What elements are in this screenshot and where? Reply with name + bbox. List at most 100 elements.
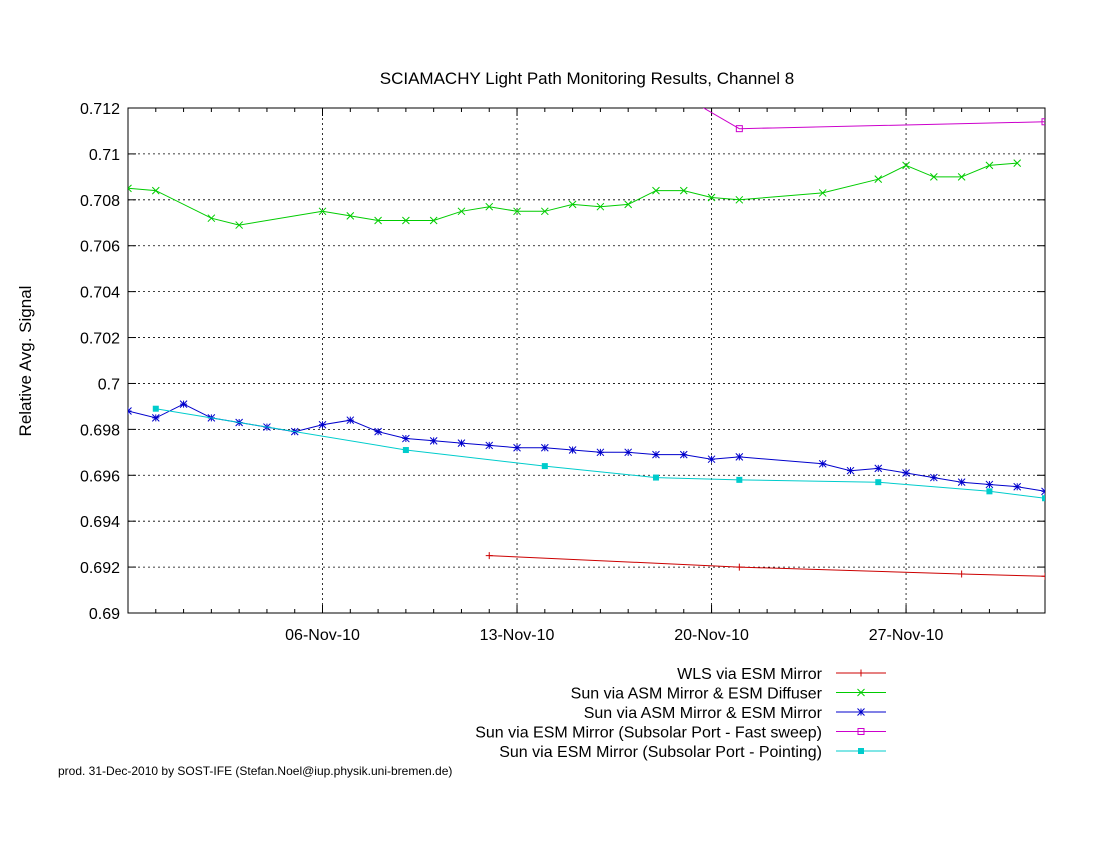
data-point [818, 459, 827, 468]
y-tick-label: 0.71 [89, 147, 120, 164]
data-point [402, 434, 410, 443]
data-point [985, 480, 994, 489]
data-point [957, 478, 966, 487]
series-1 [128, 159, 1022, 229]
data-point [986, 488, 993, 495]
legend-label: Sun via ESM Mirror (Subsolar Port - Poin… [499, 744, 822, 761]
data-point [318, 207, 327, 216]
y-axis: 0.69 0.692 0.694 0.696 0.698 0.7 0.702 0.704 0.7… [80, 101, 1045, 623]
y-tick-label: 0.7 [98, 376, 120, 393]
data-point [736, 476, 743, 483]
data-point [151, 414, 160, 422]
legend-label: WLS via ESM Mirror [677, 666, 823, 683]
data-point [457, 207, 466, 216]
series-0 [485, 552, 1045, 580]
data-point [929, 473, 938, 482]
data-point [735, 453, 744, 461]
legend-marker [857, 669, 865, 677]
legend: WLS via ESM Mirror Sun via ASM Mirror & E… [475, 666, 886, 761]
data-point [346, 416, 355, 425]
data-point [568, 200, 577, 209]
chart-title: SCIAMACHY Light Path Monitoring Results,… [380, 69, 795, 88]
data-point [985, 161, 994, 170]
grid [128, 108, 1045, 613]
data-point [596, 202, 605, 211]
x-tick-label: 20-Nov-10 [674, 627, 749, 644]
y-tick-label: 0.708 [80, 193, 120, 210]
legend-label: Sun via ASM Mirror & ESM Mirror [584, 705, 823, 722]
series-line [155, 408, 1045, 499]
data-point [485, 552, 493, 560]
legend-marker [858, 748, 864, 754]
data-point [151, 186, 160, 195]
data-point [402, 216, 410, 225]
plot-frame [127, 107, 1046, 614]
data-point [152, 405, 159, 412]
series-3 [681, 94, 1045, 133]
data-point [346, 212, 355, 220]
data-point [540, 443, 549, 452]
data-point [929, 173, 938, 181]
data-point [485, 202, 494, 211]
legend-marker [857, 728, 865, 735]
legend-label: Sun via ESM Mirror (Subsolar Port - Fast… [475, 725, 822, 742]
series-line [128, 403, 1045, 492]
data-point [818, 189, 827, 197]
data-point [374, 216, 382, 225]
data-point [540, 207, 549, 216]
data-point [707, 193, 716, 202]
data-point [874, 175, 883, 184]
data-point [958, 570, 966, 578]
x-axis: 06-Nov-10 13-Nov-10 20-Nov-10 27-Nov-10 [127, 108, 1046, 644]
data-point [513, 207, 521, 216]
data-point [902, 161, 910, 170]
x-tick-label: 27-Nov-10 [869, 627, 944, 644]
data-point [735, 563, 743, 571]
data-point [541, 463, 548, 470]
data-point [1013, 482, 1022, 491]
data-point [429, 436, 438, 445]
y-tick-label: 0.712 [80, 101, 120, 118]
data-point [875, 479, 882, 486]
data-point [735, 125, 743, 133]
data-point [1042, 495, 1045, 502]
data-point [707, 455, 716, 464]
data-point [429, 216, 438, 225]
data-point [652, 474, 659, 481]
series-line [702, 108, 1045, 130]
data-point [679, 186, 688, 195]
data-point [374, 427, 382, 436]
data-point [207, 214, 216, 223]
data-point [128, 184, 132, 193]
data-point [1041, 118, 1045, 126]
data-point [513, 443, 521, 452]
y-tick-label: 0.696 [80, 468, 120, 485]
data-point [318, 420, 327, 429]
x-tick-label: 06-Nov-10 [285, 627, 360, 644]
data-point [902, 469, 910, 477]
series-line [128, 162, 1018, 226]
data-point [874, 464, 883, 473]
data-point [846, 466, 855, 475]
legend-label: Sun via ASM Mirror & ESM Diffuser [571, 686, 823, 703]
data-point [1041, 487, 1045, 496]
legend-marker [857, 688, 865, 697]
series-layer [128, 94, 1045, 580]
y-tick-label: 0.694 [80, 514, 120, 531]
data-point [957, 173, 966, 181]
series-4 [152, 405, 1045, 502]
data-point [624, 200, 633, 209]
legend-marker [857, 708, 865, 716]
data-point [652, 186, 660, 195]
data-point [679, 450, 688, 459]
data-point [681, 94, 687, 100]
data-point [457, 439, 466, 447]
series-2 [128, 400, 1045, 496]
data-point [128, 407, 132, 415]
footer-credit: prod. 31-Dec-2010 by SOST-IFE (Stefan.No… [58, 764, 452, 778]
data-point [235, 221, 244, 229]
data-point [652, 450, 660, 459]
y-tick-label: 0.706 [80, 239, 120, 256]
data-point [485, 441, 494, 450]
